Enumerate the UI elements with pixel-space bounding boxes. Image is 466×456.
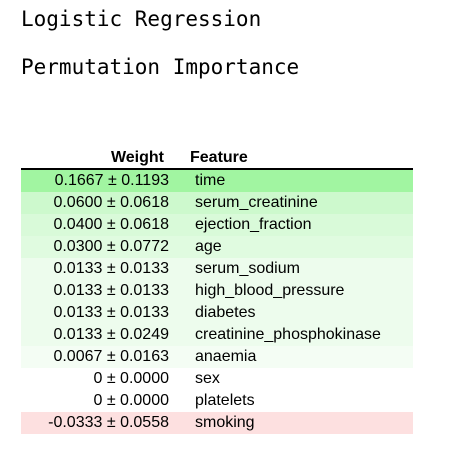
- table-row: 0.0300 ± 0.0772 age: [21, 236, 413, 258]
- feature-cell: anaemia: [195, 348, 257, 365]
- feature-cell: high_blood_pressure: [195, 282, 345, 299]
- feature-cell: time: [195, 172, 226, 189]
- table-row: 0.0600 ± 0.0618 serum_creatinine: [21, 192, 413, 214]
- weight-column-header: Weight: [21, 146, 169, 170]
- weight-cell: 0.0600 ± 0.0618: [53, 194, 169, 211]
- table-row: 0.0133 ± 0.0133 high_blood_pressure: [21, 280, 413, 302]
- weight-cell: 0 ± 0.0000: [93, 370, 169, 387]
- feature-cell: age: [195, 238, 222, 255]
- feature-column-header: Feature: [169, 146, 413, 170]
- table-header-row: Weight Feature: [21, 146, 413, 170]
- weight-cell: 0.0133 ± 0.0133: [53, 304, 169, 321]
- table-row: 0 ± 0.0000 platelets: [21, 390, 413, 412]
- weight-cell: 0.1667 ± 0.1193: [54, 172, 169, 189]
- weight-cell: 0 ± 0.0000: [93, 392, 169, 409]
- feature-cell: serum_creatinine: [195, 194, 318, 211]
- feature-cell: sex: [195, 370, 220, 387]
- weight-cell: 0.0067 ± 0.0163: [53, 348, 169, 365]
- weight-cell: 0.0133 ± 0.0133: [53, 282, 169, 299]
- table-row: 0.0133 ± 0.0133 diabetes: [21, 302, 413, 324]
- table-row: 0.0133 ± 0.0133 serum_sodium: [21, 258, 413, 280]
- weight-cell: 0.0133 ± 0.0249: [53, 326, 169, 343]
- permutation-importance-table: Weight Feature 0.1667 ± 0.1193 time 0.0600…: [21, 146, 413, 434]
- model-title: Logistic Regression: [21, 7, 262, 31]
- table-row: 0.0067 ± 0.0163 anaemia: [21, 346, 413, 368]
- weight-cell: 0.0300 ± 0.0772: [53, 238, 169, 255]
- feature-cell: smoking: [195, 414, 255, 431]
- table-row: 0 ± 0.0000 sex: [21, 368, 413, 390]
- feature-cell: creatinine_phosphokinase: [195, 326, 381, 343]
- table-row: 0.0400 ± 0.0618 ejection_fraction: [21, 214, 413, 236]
- table-row: 0.1667 ± 0.1193 time: [21, 169, 413, 192]
- feature-cell: serum_sodium: [195, 260, 300, 277]
- feature-cell: ejection_fraction: [195, 216, 312, 233]
- feature-cell: platelets: [195, 392, 255, 409]
- feature-cell: diabetes: [195, 304, 256, 321]
- weight-cell: -0.0333 ± 0.0558: [48, 414, 169, 431]
- table-row: 0.0133 ± 0.0249 creatinine_phosphokinase: [21, 324, 413, 346]
- weight-cell: 0.0400 ± 0.0618: [53, 216, 169, 233]
- table-body: 0.1667 ± 0.1193 time 0.0600 ± 0.0618 serum_…: [21, 169, 413, 434]
- table-row: -0.0333 ± 0.0558 smoking: [21, 412, 413, 434]
- weight-cell: 0.0133 ± 0.0133: [53, 260, 169, 277]
- section-title: Permutation Importance: [21, 55, 300, 79]
